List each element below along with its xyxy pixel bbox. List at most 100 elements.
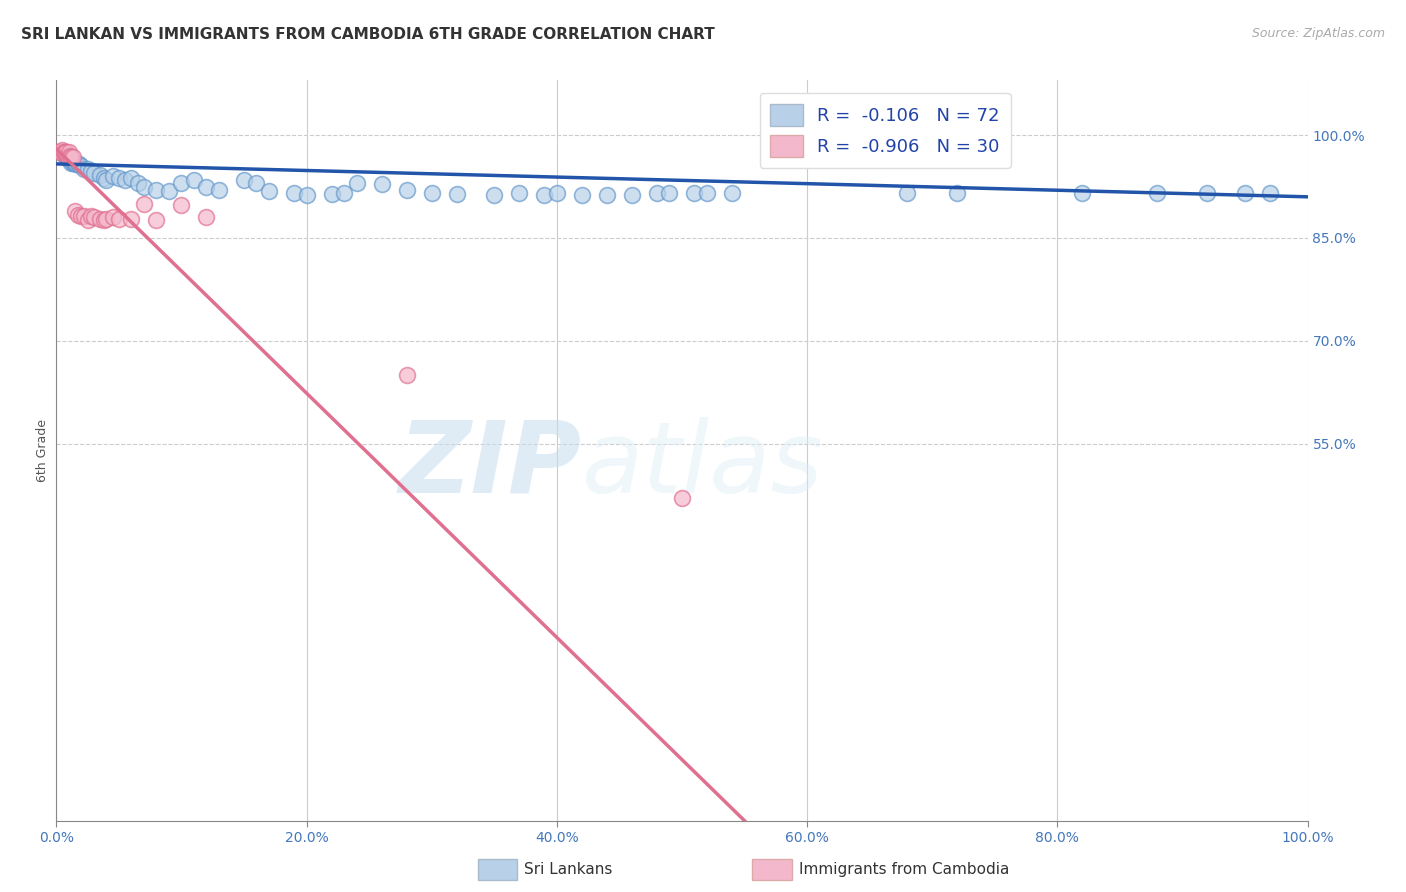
Point (696, 186, 718, 200)
Point (183, 172, 205, 186)
Point (51, 145, 73, 160)
Point (257, 184, 280, 198)
Point (51, 143, 73, 157)
Point (56, 149, 79, 163)
Point (53, 145, 76, 160)
Point (96, 211, 118, 226)
Y-axis label: 6th Grade: 6th Grade (37, 419, 49, 482)
Point (796, 143, 818, 157)
Point (101, 211, 124, 225)
Point (83, 166, 105, 180)
Point (114, 172, 136, 186)
Point (571, 188, 593, 202)
Point (83, 211, 105, 225)
Point (346, 176, 368, 190)
Point (658, 186, 681, 200)
Point (73, 209, 96, 223)
Point (76, 213, 98, 227)
Point (370, 178, 392, 192)
Point (108, 170, 131, 185)
Point (145, 213, 167, 227)
Point (120, 170, 142, 185)
Text: Immigrants from Cambodia: Immigrants from Cambodia (799, 863, 1010, 877)
Point (127, 176, 149, 190)
Point (395, 183, 418, 197)
Point (62, 155, 84, 169)
Point (245, 176, 267, 190)
Point (484, 188, 506, 202)
Point (80, 163, 103, 178)
Point (1234, 186, 1257, 200)
Legend: R =  -0.106   N = 72, R =  -0.906   N = 30: R = -0.106 N = 72, R = -0.906 N = 30 (759, 93, 1011, 168)
Point (157, 184, 180, 198)
Text: SRI LANKAN VS IMMIGRANTS FROM CAMBODIA 6TH GRADE CORRELATION CHART: SRI LANKAN VS IMMIGRANTS FROM CAMBODIA 6… (21, 27, 714, 42)
Point (49, 145, 72, 160)
Point (195, 211, 218, 225)
Point (62, 150, 84, 164)
Point (52, 145, 75, 160)
Point (67, 157, 90, 171)
Point (333, 186, 356, 200)
Point (821, 143, 844, 157)
Point (59, 149, 82, 163)
Point (63, 203, 86, 218)
Point (1146, 186, 1168, 200)
Point (195, 179, 218, 194)
Point (170, 198, 193, 212)
Point (145, 183, 167, 197)
Point (233, 172, 256, 186)
Point (80, 209, 103, 223)
Point (58, 152, 80, 166)
Point (508, 186, 530, 200)
Point (283, 186, 305, 200)
Text: Sri Lankans: Sri Lankans (524, 863, 613, 877)
Point (446, 187, 468, 202)
Point (51, 145, 73, 160)
Point (49, 145, 72, 160)
Point (60, 150, 83, 164)
Point (120, 211, 142, 226)
Point (1071, 186, 1094, 200)
Point (645, 186, 668, 200)
Point (53, 149, 76, 163)
Text: Source: ZipAtlas.com: Source: ZipAtlas.com (1251, 27, 1385, 40)
Point (59, 152, 82, 166)
Point (108, 211, 131, 226)
Point (295, 188, 318, 202)
Point (620, 188, 643, 202)
Point (89, 168, 111, 182)
Point (65, 157, 87, 171)
Point (671, 491, 693, 506)
Point (60, 155, 83, 169)
Point (70, 159, 93, 173)
Point (896, 186, 918, 200)
Point (53, 145, 76, 160)
Point (93, 213, 115, 227)
Point (321, 187, 343, 202)
Point (170, 176, 193, 190)
Point (533, 188, 555, 202)
Point (55, 149, 77, 163)
Point (101, 169, 124, 184)
Point (395, 368, 418, 382)
Point (62, 155, 84, 169)
Point (721, 186, 744, 200)
Point (546, 186, 568, 200)
Text: ZIP: ZIP (399, 417, 582, 514)
Text: atlas: atlas (582, 417, 824, 514)
Point (420, 186, 443, 200)
Point (89, 211, 111, 226)
Point (51, 145, 73, 160)
Point (58, 149, 80, 163)
Point (52, 145, 75, 160)
Point (132, 179, 155, 194)
Point (596, 188, 619, 202)
Point (208, 183, 231, 197)
Point (66, 157, 89, 171)
Point (93, 170, 115, 185)
Point (76, 162, 98, 177)
Point (1197, 186, 1219, 200)
Point (96, 172, 118, 186)
Point (946, 186, 969, 200)
Point (58, 145, 80, 160)
